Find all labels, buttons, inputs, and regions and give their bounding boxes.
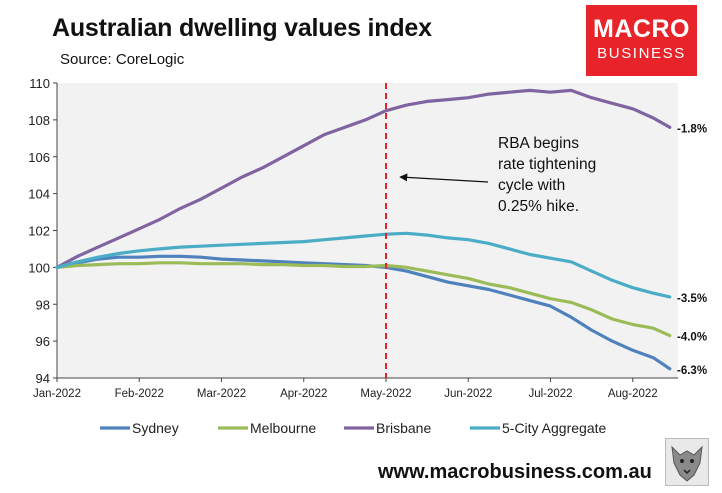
legend-label-aggregate: 5-City Aggregate: [502, 420, 606, 436]
axes: 94 96 98 100 102 104 106 108 110 Jan-2022 Feb-2022…: [28, 76, 678, 400]
y-tick-label: 110: [29, 76, 50, 91]
legend-label-brisbane: Brisbane: [376, 420, 431, 436]
x-tick-label: Feb-2022: [115, 388, 164, 400]
series-line-brisbane: [55, 88, 672, 269]
annotation-text-line: cycle with: [498, 177, 565, 194]
annotation-arrow: [399, 173, 489, 183]
legend-label-sydney: Sydney: [132, 420, 179, 436]
plot-area: [57, 83, 678, 378]
y-tick-label: 108: [28, 113, 50, 128]
y-tick-label: 96: [36, 334, 50, 349]
end-label-melbourne: -4.0%: [677, 332, 707, 344]
x-tick-label: Jan-2022: [33, 388, 81, 400]
x-tick-label: Aug-2022: [608, 388, 658, 400]
end-label-sydney: -6.3%: [677, 365, 707, 377]
legend-label-melbourne: Melbourne: [250, 420, 316, 436]
annotation-text-line: rate tightening: [498, 156, 596, 173]
annotation-text-line: RBA begins: [498, 135, 579, 152]
series-line-melbourne: [55, 261, 672, 338]
x-tick-label: Jul-2022: [528, 388, 572, 400]
y-tick-label: 94: [36, 371, 50, 386]
footer-url[interactable]: www.macrobusiness.com.au: [378, 461, 652, 483]
y-tick-label: 102: [28, 224, 50, 239]
macrobusiness-logo[interactable]: MACRO BUSINESS: [586, 5, 697, 76]
end-label-brisbane: -1.8%: [677, 123, 707, 135]
y-tick-label: 106: [28, 150, 50, 165]
y-tick-label: 100: [28, 260, 50, 275]
end-label-aggregate: -3.5%: [677, 293, 707, 305]
y-tick-label: 98: [36, 297, 50, 312]
x-tick-label: Mar-2022: [197, 388, 246, 400]
x-tick-label: May-2022: [360, 388, 411, 400]
labels-layer: -1.8% -3.5% -4.0% -6.3%: [677, 123, 707, 377]
y-tick-label: 104: [28, 187, 50, 202]
x-tick-label: Jun-2022: [444, 388, 492, 400]
annotation-text-line: 0.25% hike.: [498, 198, 579, 215]
x-tick-label: Apr-2022: [280, 388, 327, 400]
logo-line-1: MACRO: [593, 15, 690, 43]
wolf-badge-icon: [665, 438, 709, 486]
series-layer: [55, 88, 672, 371]
series-line-aggregate: [55, 231, 672, 299]
event-layer: RBA begins rate tightening cycle with 0.25%…: [385, 83, 596, 378]
chart-title: Australian dwelling values index: [52, 14, 432, 42]
legend: Sydney Melbourne Brisbane 5-City Aggregate: [100, 420, 606, 436]
chart-subtitle: Source: CoreLogic: [60, 51, 185, 68]
logo-line-2: BUSINESS: [597, 45, 686, 62]
